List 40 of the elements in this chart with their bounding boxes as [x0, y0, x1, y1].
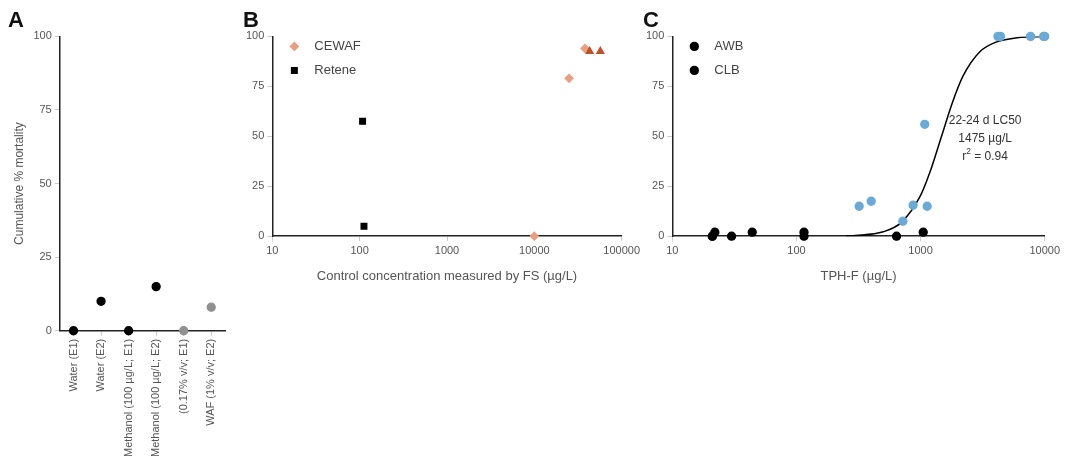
x-tick-label: 100: [787, 243, 806, 256]
y-tick-label: 25: [39, 250, 52, 263]
x-tick-label: 10: [666, 243, 679, 256]
x-axis-title: Control concentration measured by FS (µg/L): [316, 267, 578, 283]
legend-label: AWB: [714, 37, 744, 53]
x-tick-label: 100000: [603, 243, 641, 256]
y-tick-label: 25: [252, 179, 265, 192]
x-tick-label: Methanol (100 µg/L; E2): [149, 338, 162, 458]
x-tick-label: 10000: [1029, 243, 1060, 256]
chart-title: A: [8, 7, 24, 33]
x-tick-label: WAF (1% v/v; E2): [204, 338, 217, 426]
y-tick-label: 75: [39, 103, 52, 116]
annotation: 1475 µg/L: [958, 130, 1013, 145]
x-tick-label: 10: [266, 243, 279, 256]
y-axis-title: Cumulative % mortality: [11, 122, 26, 245]
y-tick-label: 75: [252, 79, 265, 92]
legend-label: CLB: [714, 61, 740, 77]
y-tick-label: 100: [245, 29, 265, 42]
x-tick-label: Methanol (100 µg/L; E1): [121, 338, 134, 458]
x-tick-label: Water (E2): [94, 338, 107, 392]
legend-label: Retene: [314, 61, 357, 77]
x-tick-label: 1000: [908, 243, 933, 256]
y-tick-label: 0: [258, 229, 265, 242]
x-tick-label: 100: [350, 243, 369, 256]
y-tick-label: 0: [45, 323, 52, 336]
x-tick-label: 1000: [434, 243, 460, 256]
x-tick-label: (0.17% v/v; E1): [176, 338, 189, 414]
y-tick-label: 100: [33, 29, 52, 42]
legend-label: CEWAF: [314, 37, 361, 53]
x-tick-label: 10000: [519, 243, 550, 256]
y-tick-label: 25: [652, 179, 665, 192]
x-tick-label: Water (E1): [66, 338, 79, 392]
y-tick-label: 100: [645, 29, 665, 42]
annotation: 22-24 d LC50: [948, 112, 1022, 127]
x-axis-title: TPH-F (µg/L): [820, 267, 897, 283]
y-tick-label: 50: [39, 176, 52, 189]
y-tick-label: 50: [252, 129, 265, 142]
y-tick-label: 75: [652, 79, 665, 92]
y-tick-label: 0: [658, 229, 665, 242]
y-tick-label: 50: [652, 129, 665, 142]
